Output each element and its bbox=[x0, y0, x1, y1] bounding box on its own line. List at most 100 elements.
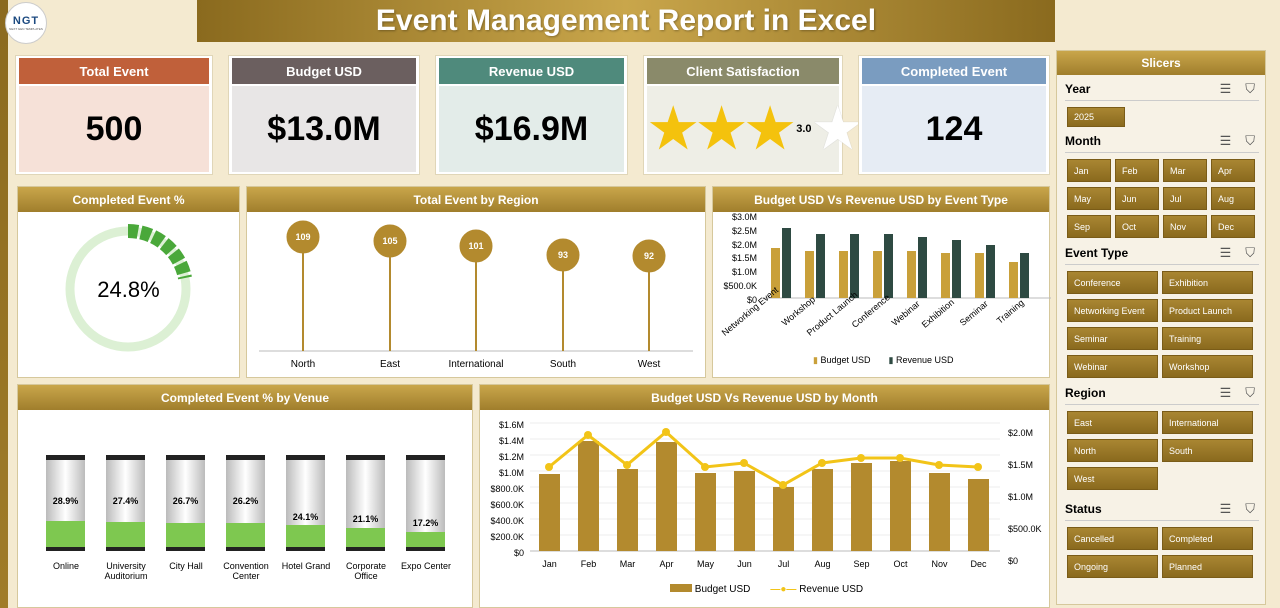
svg-text:East: East bbox=[380, 359, 400, 370]
slicer-item[interactable]: Ongoing bbox=[1067, 555, 1158, 578]
slicer-label: Region bbox=[1065, 386, 1106, 400]
kpi-label: Completed Event bbox=[862, 58, 1046, 84]
slicer-item[interactable]: Networking Event bbox=[1067, 299, 1158, 322]
slicer-panel: Slicers Year ☰ ⛉ 2025 Month ☰ ⛉ Jan Feb Ma… bbox=[1056, 50, 1266, 605]
svg-text:92: 92 bbox=[644, 251, 654, 261]
slicer-item[interactable]: Dec bbox=[1211, 215, 1255, 238]
slicer-item[interactable]: 2025 bbox=[1067, 107, 1125, 127]
venue-panel: Completed Event % by Venue 28.9% 27.4% 2… bbox=[17, 384, 473, 608]
multi-select-icon[interactable]: ☰ bbox=[1219, 245, 1232, 260]
venue-bars: 28.9% 27.4% 26.7% 26.2% 24.1% 21.1% 17.2… bbox=[46, 455, 445, 551]
slicer-year: Year ☰ ⛉ 2025 bbox=[1065, 79, 1259, 129]
svg-text:93: 93 bbox=[558, 250, 568, 260]
clear-filter-icon[interactable]: ⛉ bbox=[1245, 245, 1255, 260]
panel-title: Budget USD Vs Revenue USD by Month bbox=[480, 385, 1049, 410]
slicer-label: Event Type bbox=[1065, 246, 1129, 260]
slicer-item[interactable]: International bbox=[1162, 411, 1253, 434]
title-bar: Event Management Report in Excel bbox=[197, 0, 1055, 42]
month-chart bbox=[530, 422, 1000, 552]
slicer-item[interactable]: Aug bbox=[1211, 187, 1255, 210]
event-type-panel: Budget USD Vs Revenue USD by Event Type … bbox=[712, 186, 1051, 378]
kpi-label: Budget USD bbox=[232, 58, 416, 84]
slicer-label: Year bbox=[1065, 82, 1091, 96]
completed-pct-panel: Completed Event % 24.8% bbox=[17, 186, 240, 378]
slicer-label: Month bbox=[1065, 134, 1101, 148]
slicer-item[interactable]: Planned bbox=[1162, 555, 1253, 578]
y-axis: $3.0M $2.5M $2.0M $1.5M $1.0M $500.0K $0 bbox=[723, 212, 757, 305]
panel-title: Completed Event % bbox=[18, 187, 239, 212]
clear-filter-icon[interactable]: ⛉ bbox=[1245, 501, 1255, 516]
svg-text:105: 105 bbox=[382, 236, 397, 246]
slicer-item[interactable]: Mar bbox=[1163, 159, 1207, 182]
donut-chart bbox=[65, 223, 192, 352]
svg-text:109: 109 bbox=[295, 232, 310, 242]
clear-filter-icon[interactable]: ⛉ bbox=[1245, 133, 1255, 148]
kpi-label: Client Satisfaction bbox=[647, 58, 839, 84]
slicer-item[interactable]: Feb bbox=[1115, 159, 1159, 182]
panel-title: Budget USD Vs Revenue USD by Event Type bbox=[713, 187, 1049, 212]
kpi-value: 124 bbox=[862, 86, 1046, 172]
multi-select-icon[interactable]: ☰ bbox=[1219, 501, 1232, 516]
slicer-item[interactable]: Training bbox=[1162, 327, 1253, 350]
slicer-label: Status bbox=[1065, 502, 1102, 516]
slicer-item[interactable]: Cancelled bbox=[1067, 527, 1158, 550]
slicer-item[interactable]: West bbox=[1067, 467, 1158, 490]
slicer-item[interactable]: May bbox=[1067, 187, 1111, 210]
multi-select-icon[interactable]: ☰ bbox=[1219, 81, 1232, 96]
x-axis: Networking Event Workshop Product Launch… bbox=[719, 284, 1026, 338]
slicer-item[interactable]: Seminar bbox=[1067, 327, 1158, 350]
slicer-event-type: Event Type ☰ ⛉ Conference Exhibition Netw… bbox=[1065, 243, 1259, 378]
slicer-item[interactable]: Sep bbox=[1067, 215, 1111, 238]
slicer-status: Status ☰ ⛉ Cancelled Completed Ongoing Pl… bbox=[1065, 499, 1259, 584]
slicer-title: Slicers bbox=[1057, 51, 1265, 75]
slicer-item[interactable]: North bbox=[1067, 439, 1158, 462]
region-panel: Total Event by Region 109 105 101 93 92 … bbox=[246, 186, 706, 378]
svg-text:101: 101 bbox=[468, 241, 483, 251]
clear-filter-icon[interactable]: ⛉ bbox=[1245, 385, 1255, 400]
kpi-label: Total Event bbox=[19, 58, 209, 84]
slicer-item[interactable]: Webinar bbox=[1067, 355, 1158, 378]
kpi-budget: Budget USD $13.0M bbox=[228, 55, 420, 175]
donut-value: 24.8% bbox=[97, 277, 160, 302]
slicer-item[interactable]: Apr bbox=[1211, 159, 1255, 182]
slicer-item[interactable]: Conference bbox=[1067, 271, 1158, 294]
month-panel: Budget USD Vs Revenue USD by Month $1.6M… bbox=[479, 384, 1050, 608]
page-title: Event Management Report in Excel bbox=[375, 4, 877, 37]
clear-filter-icon[interactable]: ⛉ bbox=[1245, 81, 1255, 96]
left-border bbox=[0, 0, 8, 608]
svg-text:International: International bbox=[448, 359, 503, 370]
event-type-chart bbox=[761, 228, 1051, 299]
logo-subtext: NEXT GEN TEMPLATES bbox=[9, 27, 43, 31]
slicer-item[interactable]: Completed bbox=[1162, 527, 1253, 550]
logo: NGT NEXT GEN TEMPLATES bbox=[5, 2, 47, 44]
kpi-stars: ★★★ 3.0 ★★ bbox=[647, 86, 910, 172]
kpi-value: 500 bbox=[19, 86, 209, 172]
slicer-item[interactable]: Oct bbox=[1115, 215, 1159, 238]
slicer-item[interactable]: South bbox=[1162, 439, 1253, 462]
region-chart: 109 105 101 93 92 North East Internation… bbox=[259, 220, 693, 370]
slicer-item[interactable]: Jan bbox=[1067, 159, 1111, 182]
svg-text:West: West bbox=[638, 359, 661, 370]
slicer-item[interactable]: East bbox=[1067, 411, 1158, 434]
kpi-value: $13.0M bbox=[232, 86, 416, 172]
rating-value: 3.0 bbox=[796, 123, 812, 135]
kpi-completed-event: Completed Event 124 bbox=[858, 55, 1050, 175]
slicer-item[interactable]: Nov bbox=[1163, 215, 1207, 238]
legend: ▮ Budget USD ▮ Revenue USD bbox=[813, 355, 954, 365]
slicer-item[interactable]: Workshop bbox=[1162, 355, 1253, 378]
legend: Budget USD —●— Revenue USD bbox=[670, 584, 863, 595]
multi-select-icon[interactable]: ☰ bbox=[1219, 385, 1232, 400]
svg-text:South: South bbox=[550, 359, 576, 370]
slicer-item[interactable]: Exhibition bbox=[1162, 271, 1253, 294]
kpi-revenue: Revenue USD $16.9M bbox=[435, 55, 628, 175]
slicer-item[interactable]: Product Launch bbox=[1162, 299, 1253, 322]
venue-labels: Online University Auditorium City Hall C… bbox=[52, 561, 452, 581]
star-filled-icon: ★★★ bbox=[649, 99, 795, 159]
panel-title: Total Event by Region bbox=[247, 187, 705, 212]
multi-select-icon[interactable]: ☰ bbox=[1219, 133, 1232, 148]
slicer-item[interactable]: Jul bbox=[1163, 187, 1207, 210]
panel-title: Completed Event % by Venue bbox=[18, 385, 472, 410]
right-border bbox=[1268, 50, 1280, 605]
slicer-item[interactable]: Jun bbox=[1115, 187, 1159, 210]
svg-text:North: North bbox=[291, 359, 315, 370]
